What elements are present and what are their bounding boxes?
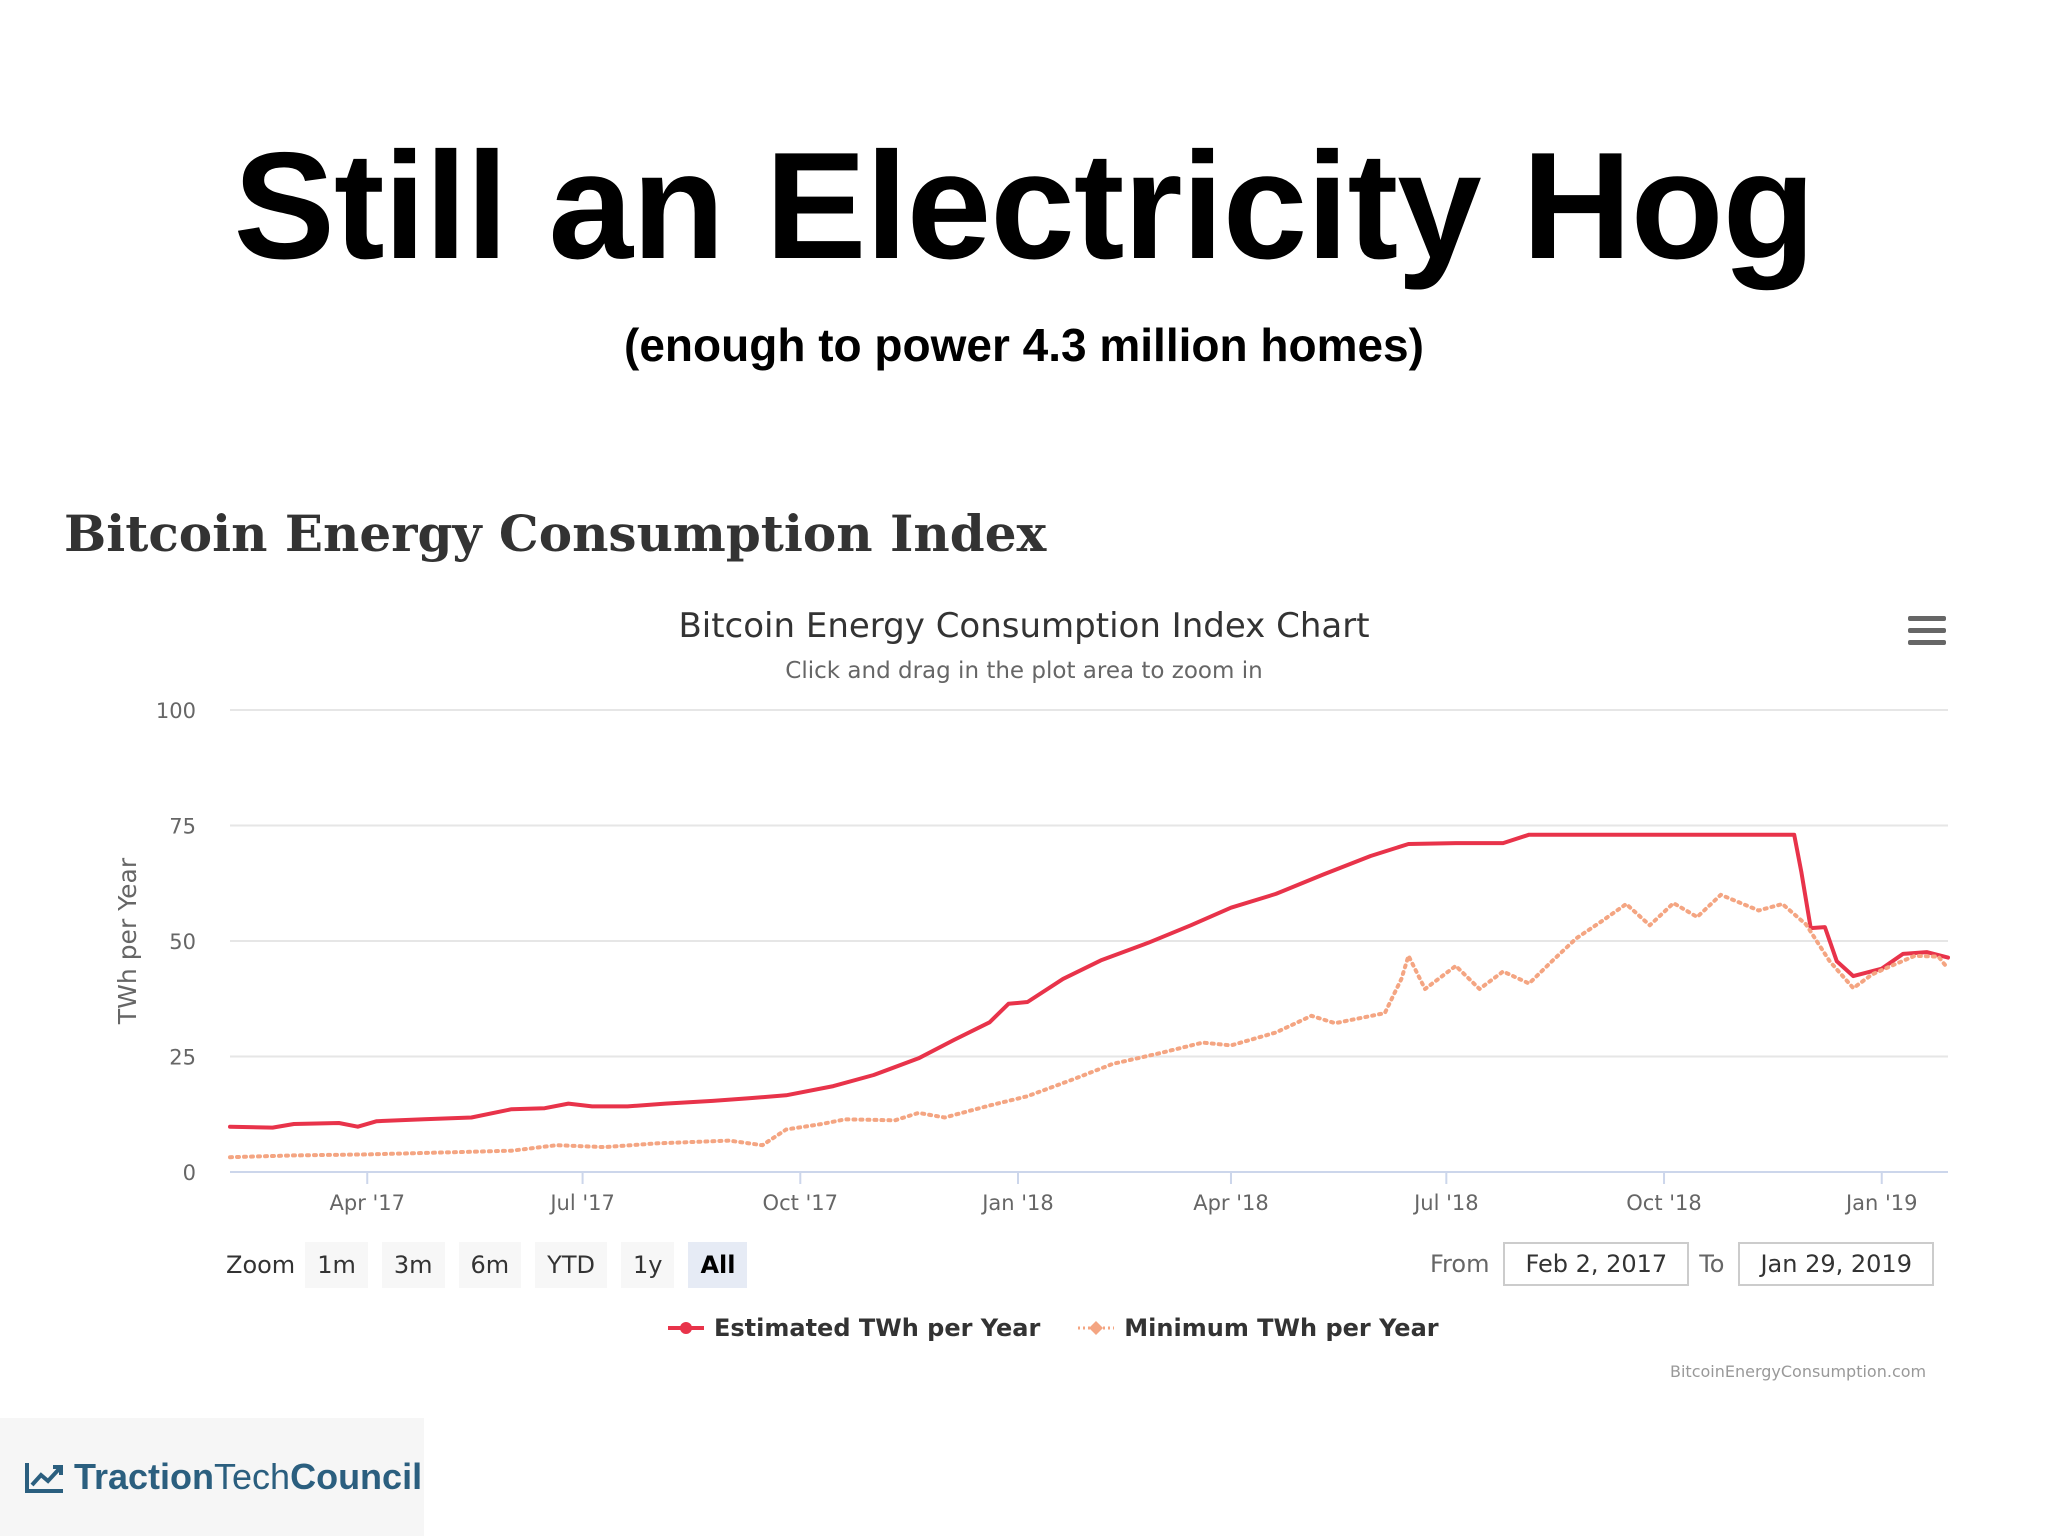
zoom-toolbar: Zoom 1m 3m 6m YTD 1y All	[226, 1242, 761, 1288]
slide-title: Still an Electricity Hog	[233, 121, 1816, 291]
y-tick-label: 75	[169, 815, 196, 839]
series-line-estimated	[228, 832, 1950, 1130]
legend-marker-minimum-icon	[1078, 1321, 1115, 1335]
menu-bar-1	[1908, 616, 1946, 621]
footer-box	[0, 1418, 424, 1536]
zoom-label: Zoom	[226, 1251, 296, 1279]
x-tick-label: Apr '17	[330, 1191, 406, 1215]
chart-legend: Estimated TWh per Year Minimum TWh per Y…	[668, 1314, 1477, 1342]
menu-bar-3	[1908, 640, 1946, 645]
x-tick-label: Jan '19	[1844, 1191, 1918, 1215]
chart-credits-link[interactable]: BitcoinEnergyConsumption.com	[1670, 1362, 1927, 1381]
footer-logo-traction: Traction	[74, 1456, 215, 1497]
date-range: From Feb 2, 2017 To Jan 29, 2019	[1420, 1242, 1934, 1286]
x-tick-label: Apr '18	[1193, 1191, 1269, 1215]
x-tick-label: Jul '17	[548, 1191, 615, 1215]
chart-title: Bitcoin Energy Consumption Index Chart	[678, 606, 1370, 646]
zoom-ytd-button[interactable]: YTD	[535, 1242, 607, 1288]
footer-logo-council: Council	[290, 1456, 423, 1497]
from-label: From	[1430, 1250, 1490, 1278]
zoom-all-button[interactable]: All	[688, 1242, 748, 1288]
x-tick-label: Oct '18	[1626, 1191, 1701, 1215]
y-tick-label: 0	[183, 1161, 196, 1185]
series-line-minimum	[228, 892, 1950, 1160]
zoom-1y-button[interactable]: 1y	[620, 1242, 675, 1288]
x-tick-label: Jan '18	[980, 1191, 1054, 1215]
hamburger-menu-icon[interactable]	[1908, 616, 1946, 646]
legend-label-minimum: Minimum TWh per Year	[1124, 1314, 1439, 1342]
x-tick-label: Jul '18	[1412, 1191, 1479, 1215]
y-tick-label: 50	[169, 930, 196, 954]
y-tick-label: 100	[156, 699, 196, 723]
y-axis-title: TWh per Year	[113, 857, 142, 1025]
footer-logo: Traction Tech Council	[24, 1456, 422, 1498]
x-tick-label: Oct '17	[763, 1191, 838, 1215]
from-date-input[interactable]: Feb 2, 2017	[1503, 1242, 1690, 1286]
zoom-6m-button[interactable]: 6m	[458, 1242, 522, 1288]
page-heading: Bitcoin Energy Consumption Index	[64, 504, 1047, 563]
y-tick-label: 25	[169, 1046, 196, 1070]
chart-subtitle: Click and drag in the plot area to zoom …	[785, 658, 1263, 684]
to-date-input[interactable]: Jan 29, 2019	[1738, 1242, 1934, 1286]
slide-subtitle: (enough to power 4.3 million homes)	[624, 319, 1424, 371]
legend-marker-estimated-icon	[668, 1322, 704, 1334]
zoom-1m-button[interactable]: 1m	[305, 1242, 368, 1288]
footer-logo-tech: Tech	[214, 1456, 291, 1497]
legend-item-minimum[interactable]: Minimum TWh per Year	[1078, 1314, 1439, 1342]
legend-item-estimated[interactable]: Estimated TWh per Year	[668, 1314, 1040, 1342]
zoom-3m-button[interactable]: 3m	[381, 1242, 445, 1288]
trend-chart-icon	[25, 1463, 63, 1493]
menu-bar-2	[1908, 628, 1946, 633]
to-label: To	[1699, 1250, 1725, 1278]
legend-label-estimated: Estimated TWh per Year	[714, 1314, 1041, 1342]
